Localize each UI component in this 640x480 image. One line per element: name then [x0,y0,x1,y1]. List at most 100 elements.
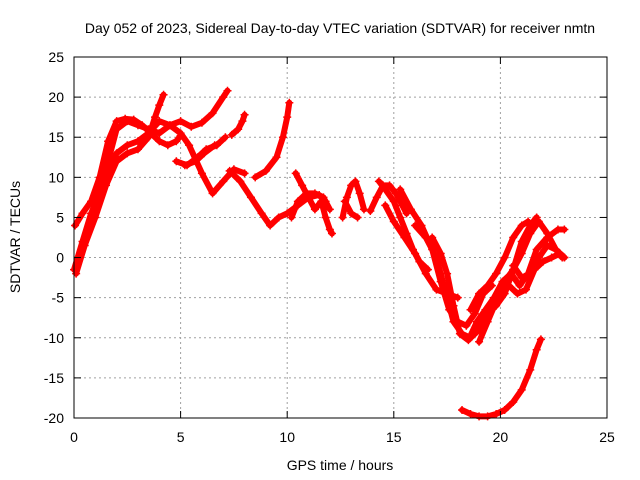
data-point [101,165,110,174]
data-point [238,117,247,126]
data-point [325,205,334,214]
data-point [159,90,168,99]
data-point [353,213,362,222]
data-point [123,149,132,158]
data-point [500,405,509,414]
data-point [532,345,541,354]
axis-ticks: 0 5 10 15 20 25 -20 -15 -10 -5 0 5 10 15 20 25 [44,49,615,445]
y-tick-label: -20 [44,410,64,426]
data-point [144,125,153,134]
chart-title: Day 052 of 2023, Sidereal Day-to-day VTE… [85,20,595,36]
data-point [521,285,530,294]
data-point [526,269,535,278]
data-point [558,253,567,262]
data-point [398,201,407,210]
data-point [366,207,375,216]
data-point [291,169,300,178]
data-point [285,98,294,107]
data-point [453,293,462,302]
y-tick-label: -5 [52,290,65,306]
y-tick-label: -10 [44,330,64,346]
x-tick-label: 20 [493,429,509,445]
data-point [400,233,409,242]
y-tick-label: -15 [44,370,64,386]
data-point [464,336,473,345]
data-point [483,412,492,421]
data-point [165,121,174,130]
data-point [219,177,228,186]
data-point [240,110,249,119]
data-point [509,261,518,270]
data-point [381,185,390,194]
data-point [347,209,356,218]
data-point [475,289,484,298]
data-point [325,225,334,234]
data-point [500,253,509,262]
data-point [227,130,236,139]
data-point [172,137,181,146]
data-point [293,197,302,206]
data-point [551,245,560,254]
y-tick-label: 0 [56,250,64,266]
data-point [492,297,501,306]
series-arc-6 [180,141,219,170]
data-point [274,213,283,222]
data-point [470,309,479,318]
data-point [155,129,164,138]
data-point [123,141,132,150]
data-point [389,197,398,206]
series-arc-7 [227,110,249,139]
data-point [560,225,569,234]
data-point [517,385,526,394]
data-point [466,409,475,418]
data-point [513,289,522,298]
data-point [421,269,430,278]
data-point [133,145,142,154]
data-point [176,129,185,138]
data-point [112,125,121,134]
data-point [266,221,275,230]
x-tick-label: 5 [177,429,185,445]
data-point [71,221,80,230]
data-point [133,137,142,146]
data-point [208,109,217,118]
data-point [112,157,121,166]
data-point [385,181,394,190]
series-arc-11 [291,169,336,238]
y-tick-label: 25 [48,49,64,65]
y-axis-label: SDTVAR / TECUs [7,181,23,293]
data-point [532,245,541,254]
data-point [475,337,484,346]
data-point [221,133,230,142]
data-point [389,217,398,226]
data-point [539,257,548,266]
data-point [351,177,360,186]
series-arc-20 [458,335,545,421]
data-point [355,189,364,198]
series-arc-13 [340,197,362,222]
data-point [462,321,471,330]
data-point [155,101,164,110]
data-point [180,161,189,170]
data-point [234,125,243,134]
data-point [359,205,368,214]
x-tick-label: 0 [70,429,78,445]
series-arc-10 [287,189,334,222]
data-point [338,213,347,222]
data-point [547,253,556,262]
data-point [534,253,543,262]
data-point [283,113,292,122]
data-point [504,281,513,290]
data-point [257,209,266,218]
data-point [327,229,336,238]
data-point [278,133,287,142]
data-point [406,205,415,214]
y-tick-label: 20 [48,89,64,105]
data-point [82,229,91,238]
data-point [287,213,296,222]
series-line [252,99,293,181]
data-point [526,229,535,238]
data-point [310,205,319,214]
series-arc-1 [71,114,185,230]
